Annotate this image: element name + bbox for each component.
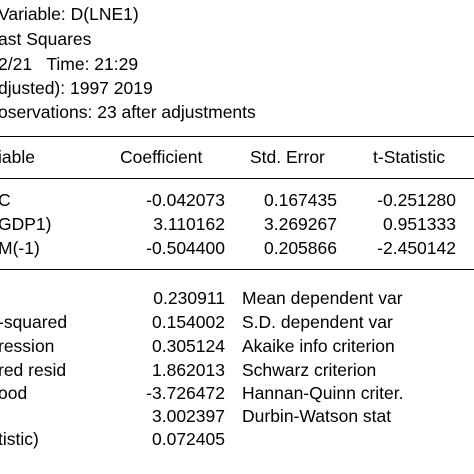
t-statistic-value: -0.251280 bbox=[377, 190, 456, 210]
table-bottom-rule bbox=[0, 269, 474, 270]
table-header-rule bbox=[0, 178, 474, 179]
column-header-t-statistic: t-Statistic bbox=[373, 147, 445, 167]
column-header-coefficient: Coefficient bbox=[120, 147, 203, 167]
method-line: ast Squares bbox=[0, 29, 92, 49]
observations-line: oservations: 23 after adjustments bbox=[0, 102, 256, 122]
column-header-std-error: Std. Error bbox=[250, 147, 325, 167]
stat-label-right: Hannan-Quinn criter. bbox=[242, 383, 404, 403]
column-header-variable: iable bbox=[0, 147, 35, 167]
stat-label-right: Akaike info criterion bbox=[242, 336, 395, 356]
stat-value: 0.230911 bbox=[153, 288, 225, 308]
std-error-value: 3.269267 bbox=[264, 214, 337, 234]
coefficient-value: -0.504400 bbox=[146, 238, 225, 258]
coefficient-value: -0.042073 bbox=[146, 190, 225, 210]
dependent-variable-line: Variable: D(LNE1) bbox=[0, 4, 139, 24]
stat-label-right: Mean dependent var bbox=[242, 288, 403, 308]
stat-label-right: S.D. dependent var bbox=[242, 312, 393, 332]
std-error-value: 0.167435 bbox=[264, 190, 337, 210]
variable-name: GDP1) bbox=[0, 214, 52, 234]
stat-value: -3.726472 bbox=[146, 383, 225, 403]
stat-label-right: Durbin-Watson stat bbox=[242, 406, 392, 426]
table-top-rule bbox=[0, 136, 474, 137]
coefficient-value: 3.110162 bbox=[153, 214, 225, 234]
stat-label: -squared bbox=[0, 312, 68, 332]
stat-label: red resid bbox=[0, 360, 67, 380]
variable-name: M(-1) bbox=[0, 238, 40, 258]
t-statistic-value: 0.951333 bbox=[383, 214, 456, 234]
stat-value: 0.072405 bbox=[152, 429, 225, 449]
date-time-line: 2/21 Time: 21:29 bbox=[0, 54, 139, 74]
sample-line: djusted): 1997 2019 bbox=[0, 78, 153, 98]
stat-value: 0.305124 bbox=[152, 336, 225, 356]
variable-name: C bbox=[0, 190, 11, 210]
stat-label: ood bbox=[0, 383, 28, 403]
stat-label: ression bbox=[0, 336, 55, 356]
stat-value: 1.862013 bbox=[152, 360, 225, 380]
t-statistic-value: -2.450142 bbox=[377, 238, 456, 258]
stat-value: 3.002397 bbox=[152, 406, 225, 426]
stat-label: tistic) bbox=[0, 429, 39, 449]
stat-value: 0.154002 bbox=[152, 312, 225, 332]
std-error-value: 0.205866 bbox=[264, 238, 337, 258]
stat-label-right: Schwarz criterion bbox=[242, 360, 377, 380]
